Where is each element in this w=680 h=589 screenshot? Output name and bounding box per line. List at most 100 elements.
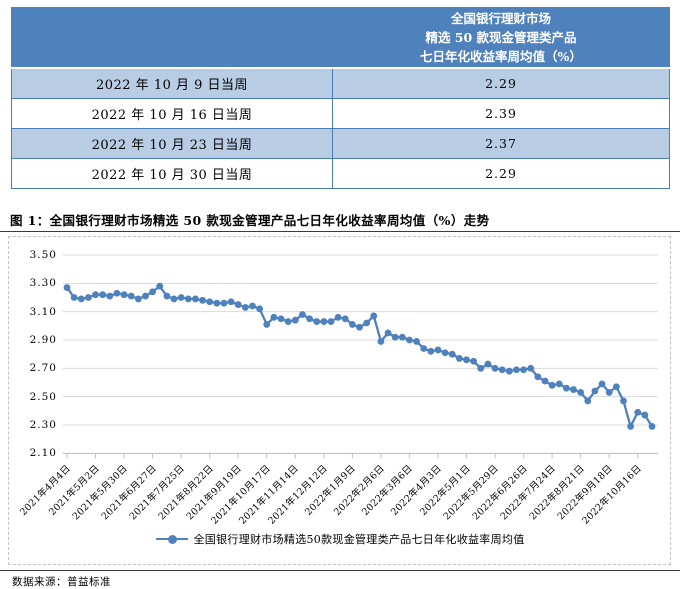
- data-point-marker: [142, 292, 149, 300]
- data-point-marker: [313, 318, 321, 325]
- data-point-marker: [441, 349, 449, 357]
- y-axis-label: 2.50: [29, 390, 57, 403]
- week-cell: 2022 年 10 月 23 日当周: [11, 128, 333, 159]
- series-line: [66, 285, 653, 428]
- data-point-marker: [199, 296, 206, 304]
- data-point-marker: [249, 302, 256, 310]
- data-point-marker: [341, 315, 349, 323]
- data-point-marker: [356, 323, 363, 331]
- data-point-marker: [477, 364, 485, 372]
- data-point-marker: [413, 338, 420, 345]
- data-point-marker: [562, 384, 570, 392]
- data-point-marker: [299, 311, 306, 318]
- week-cell: 2022 年 10 月 16 日当周: [11, 98, 333, 129]
- week-cell: 2022 年 10 月 9 日当周: [11, 67, 333, 99]
- data-point-marker: [634, 408, 642, 416]
- data-point-marker: [113, 289, 121, 297]
- data-point-marker: [484, 360, 492, 368]
- value-cell: 2.39: [332, 98, 670, 129]
- data-point-marker: [555, 380, 563, 388]
- y-axis-label: 3.50: [29, 249, 57, 261]
- data-point-marker: [213, 299, 221, 307]
- data-point-marker: [534, 373, 542, 381]
- data-point-marker: [527, 364, 535, 372]
- table-row: 2022 年 10 月 16 日当周 2.39: [11, 98, 670, 129]
- data-point-marker: [370, 312, 378, 320]
- table-header-line2: 精选 50 款现金管理类产品: [425, 30, 577, 45]
- y-axis-label: 2.30: [29, 418, 57, 431]
- table-row: 2022 年 10 月 23 日当周 2.37: [11, 128, 670, 159]
- data-point-marker: [463, 356, 470, 364]
- chart-legend: 全国银行理财市场精选50款现金管理类产品七日年化收益率周均值: [40, 531, 640, 547]
- figure-title: 图 1：全国银行理财市场精选 50 款现金管理产品七日年化收益率周均值（%）走势: [10, 213, 490, 228]
- yield-table: 全国银行理财市场 精选 50 款现金管理类产品 七日年化收益率周均值（%） 20…: [11, 7, 670, 189]
- data-point-marker: [584, 397, 592, 405]
- legend-label: 全国银行理财市场精选50款现金管理类产品七日年化收益率周均值: [193, 533, 525, 546]
- data-point-marker: [470, 357, 478, 365]
- data-point-marker: [648, 423, 656, 430]
- data-point-marker: [306, 315, 313, 323]
- value-cell: 2.37: [332, 128, 670, 159]
- data-point-marker: [63, 284, 71, 291]
- data-point-marker: [149, 288, 157, 296]
- data-point-marker: [327, 318, 335, 325]
- data-source: 数据来源：普益标准: [12, 576, 111, 588]
- data-point-marker: [127, 292, 135, 300]
- data-point-marker: [134, 295, 142, 303]
- data-point-marker: [491, 364, 499, 372]
- data-point-marker: [77, 295, 85, 303]
- data-point-marker: [505, 367, 513, 375]
- footer-divider: [0, 570, 680, 571]
- data-point-marker: [548, 381, 556, 389]
- data-point-marker: [170, 295, 178, 303]
- data-point-marker: [277, 315, 285, 323]
- y-axis-label: 2.10: [29, 447, 57, 460]
- data-point-marker: [598, 380, 606, 388]
- data-point-marker: [448, 350, 456, 358]
- data-point-marker: [270, 313, 278, 321]
- data-point-marker: [627, 423, 634, 430]
- data-point-marker: [612, 383, 620, 391]
- data-point-marker: [177, 294, 185, 301]
- value-cell: 2.29: [332, 67, 670, 99]
- data-point-marker: [520, 366, 527, 374]
- data-point-marker: [377, 338, 385, 345]
- table-header-empty-cell: [11, 7, 333, 69]
- legend-line-marker-icon: [155, 534, 188, 544]
- data-point-marker: [241, 304, 249, 311]
- data-point-marker: [363, 319, 371, 327]
- table-header-line1: 全国银行理财市场: [450, 11, 551, 26]
- data-point-marker: [92, 291, 99, 299]
- data-point-marker: [541, 377, 549, 385]
- data-point-marker: [120, 291, 128, 299]
- y-axis-label: 2.70: [29, 362, 57, 375]
- data-point-marker: [263, 321, 271, 328]
- data-point-marker: [570, 386, 577, 393]
- data-point-marker: [99, 291, 107, 299]
- data-point-marker: [391, 333, 399, 341]
- data-point-marker: [605, 389, 613, 396]
- data-point-marker: [384, 329, 392, 337]
- data-point-marker: [398, 333, 406, 341]
- value-cell: 2.29: [332, 158, 670, 189]
- data-point-marker: [420, 345, 428, 352]
- data-point-marker: [641, 411, 649, 419]
- data-point-marker: [455, 355, 463, 362]
- data-point-marker: [434, 346, 442, 354]
- data-point-marker: [106, 292, 114, 300]
- data-point-marker: [163, 292, 171, 300]
- table-header-metric-cell: 全国银行理财市场 精选 50 款现金管理类产品 七日年化收益率周均值（%）: [332, 7, 670, 69]
- y-axis-label: 3.30: [29, 277, 57, 290]
- line-chart: [63, 254, 658, 459]
- data-point-marker: [206, 298, 214, 306]
- table-header: 全国银行理财市场 精选 50 款现金管理类产品 七日年化收益率周均值（%）: [11, 7, 670, 69]
- data-point-marker: [591, 387, 599, 395]
- data-point-marker: [334, 313, 342, 321]
- data-point-marker: [291, 316, 299, 324]
- data-point-marker: [220, 299, 228, 307]
- data-point-marker: [184, 295, 192, 303]
- data-point-marker: [156, 282, 164, 290]
- data-point-marker: [256, 305, 264, 313]
- data-point-marker: [192, 295, 199, 303]
